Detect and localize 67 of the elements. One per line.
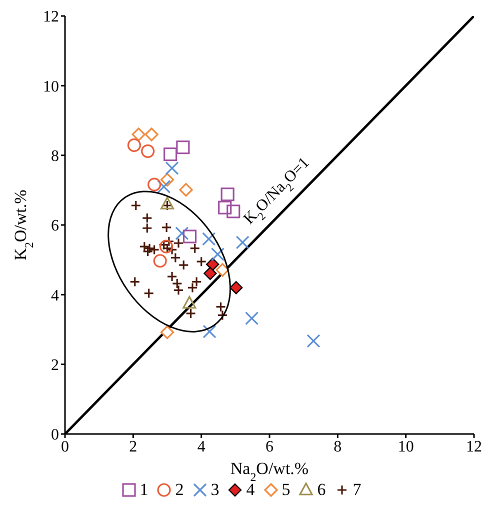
point xyxy=(216,263,230,277)
point xyxy=(182,296,196,309)
point xyxy=(191,276,202,288)
x-tick-label: 6 xyxy=(266,438,274,456)
legend-label: 1 xyxy=(140,480,148,500)
point xyxy=(204,266,217,280)
point xyxy=(158,240,170,250)
point xyxy=(218,200,232,214)
point xyxy=(230,281,243,294)
x-tick-label: 10 xyxy=(398,438,414,456)
y-tick-label: 4 xyxy=(51,287,59,304)
point xyxy=(141,144,155,158)
y-tick-label: 6 xyxy=(51,218,59,235)
point xyxy=(153,254,167,268)
x-tick-label: 12 xyxy=(466,438,482,456)
point xyxy=(144,128,158,142)
point xyxy=(127,138,141,152)
legend-label: 6 xyxy=(317,480,326,500)
point xyxy=(161,222,172,233)
point xyxy=(164,147,178,162)
y-tick-label: 10 xyxy=(43,78,59,96)
x-tick-label: 4 xyxy=(197,438,206,456)
point xyxy=(142,222,152,234)
point xyxy=(130,200,142,211)
point xyxy=(132,128,146,142)
y-tick-label: 12 xyxy=(43,8,59,26)
legend-label: 3 xyxy=(210,480,220,500)
legend-label: 7 xyxy=(352,480,362,500)
point xyxy=(210,247,224,262)
point xyxy=(202,232,216,246)
y-tick-label: 2 xyxy=(51,357,59,374)
point xyxy=(226,204,240,218)
point xyxy=(160,325,174,340)
point xyxy=(142,212,152,224)
point xyxy=(179,183,193,197)
point xyxy=(170,252,181,264)
point xyxy=(182,230,197,244)
point xyxy=(178,260,189,270)
legend-label: 2 xyxy=(175,480,184,500)
x-tick-label: 2 xyxy=(129,438,138,456)
point xyxy=(148,178,162,192)
point xyxy=(175,226,189,240)
point xyxy=(176,140,190,154)
point xyxy=(130,276,140,288)
point xyxy=(220,188,234,202)
point xyxy=(202,324,216,338)
point xyxy=(185,308,196,319)
point xyxy=(190,243,200,254)
point xyxy=(157,180,171,194)
y-tick-label: 0 xyxy=(51,426,59,444)
point xyxy=(215,302,226,312)
point xyxy=(306,334,320,348)
point xyxy=(173,284,184,296)
point xyxy=(162,200,173,211)
point xyxy=(187,282,198,293)
y-tick-label: 8 xyxy=(51,148,59,166)
point xyxy=(196,256,207,267)
point xyxy=(165,161,179,176)
point xyxy=(236,236,250,250)
point xyxy=(160,196,174,210)
point xyxy=(159,240,174,254)
point xyxy=(173,238,184,248)
point xyxy=(144,288,154,299)
x-tick-label: 8 xyxy=(334,438,342,456)
point xyxy=(164,236,174,247)
point xyxy=(244,312,259,326)
point xyxy=(217,310,228,321)
